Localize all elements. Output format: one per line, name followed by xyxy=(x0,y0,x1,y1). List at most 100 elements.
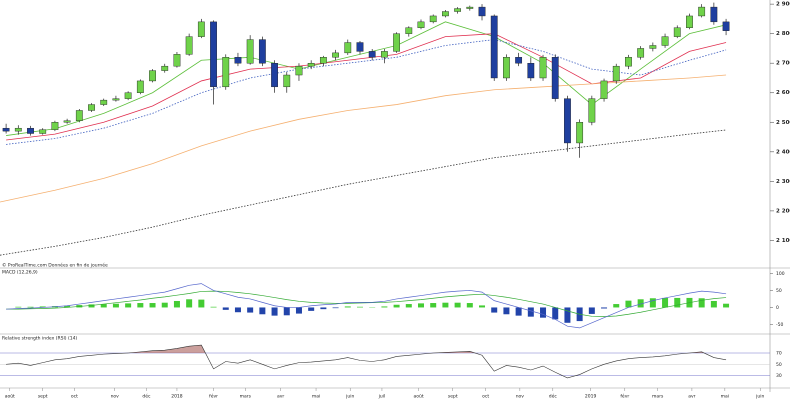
candle-body xyxy=(63,120,71,123)
macd-bar xyxy=(149,303,156,308)
macd-bar xyxy=(601,307,608,309)
macd-bar xyxy=(332,307,339,309)
candle-body xyxy=(27,127,34,134)
x-tick-label: oct xyxy=(482,394,489,400)
candle-body xyxy=(271,63,278,88)
x-tick-label: mai xyxy=(312,394,320,400)
candle-body xyxy=(100,99,108,105)
candle-body xyxy=(356,42,364,52)
macd-bar xyxy=(222,307,229,310)
x-tick-label: mai xyxy=(721,394,729,400)
candle-body xyxy=(380,51,388,58)
macd-bar xyxy=(198,299,205,308)
candle-body xyxy=(503,57,510,79)
macd-title: MACD (12,26,9) xyxy=(2,270,38,276)
macd-bar xyxy=(454,302,461,308)
macd-bar xyxy=(27,306,34,308)
candle-body xyxy=(417,21,425,28)
x-tick-label: déc xyxy=(142,393,151,400)
macd-bar xyxy=(588,307,595,314)
macd-bar xyxy=(15,306,22,308)
y-tick-label: 2 300 xyxy=(776,179,790,185)
x-tick-label: juil xyxy=(378,394,386,400)
macd-bar xyxy=(649,298,656,308)
macd-bar xyxy=(234,307,241,313)
x-tick-label: avr xyxy=(277,394,284,400)
candle-body xyxy=(698,6,706,17)
macd-bar xyxy=(88,304,95,308)
macd-bar xyxy=(112,303,119,308)
macd-bar xyxy=(210,306,217,308)
macd-bar xyxy=(417,303,424,308)
macd-tick-label: -50 xyxy=(776,322,783,328)
y-tick-label: 2 500 xyxy=(776,120,790,126)
candle-body xyxy=(344,42,352,54)
candle-body xyxy=(173,54,181,67)
candle-body xyxy=(210,21,217,88)
x-tick-label: juin xyxy=(345,394,354,400)
macd-bar xyxy=(637,299,644,308)
candle-body xyxy=(564,98,571,144)
macd-bar xyxy=(64,305,71,308)
candle-body xyxy=(673,27,681,37)
y-tick-label: 2 700 xyxy=(776,61,790,67)
candle-body xyxy=(515,57,523,64)
x-tick-label: mars xyxy=(240,394,252,400)
macd-bar xyxy=(698,298,705,308)
x-tick-label: déc xyxy=(549,393,558,400)
candle-body xyxy=(539,57,547,79)
candle-body xyxy=(600,80,608,99)
macd-bar xyxy=(625,300,632,308)
candle-body xyxy=(222,57,230,88)
candle-body xyxy=(149,70,156,82)
x-tick-label: juin xyxy=(755,394,764,400)
candle-body xyxy=(88,104,95,111)
candle-body xyxy=(14,127,22,132)
candle-body xyxy=(405,27,413,34)
macd-bar xyxy=(295,307,302,314)
x-tick-label: févr xyxy=(209,393,218,400)
macd-bar xyxy=(723,303,730,308)
macd-tick-label: 100 xyxy=(776,271,785,277)
candle-body xyxy=(258,39,266,64)
candle-body xyxy=(124,92,132,99)
candle-body xyxy=(625,57,632,67)
candle-body xyxy=(637,48,645,58)
candle-body xyxy=(246,39,254,64)
candle-body xyxy=(393,33,400,52)
x-tick-label: oct xyxy=(71,394,78,400)
macd-bar xyxy=(186,299,193,308)
macd-bar xyxy=(662,297,669,308)
macd-tick-label: 0 xyxy=(776,305,779,311)
candle-body xyxy=(185,36,193,55)
rsi-line xyxy=(6,344,727,379)
x-tick-label: sept xyxy=(448,394,458,400)
candle-body xyxy=(234,57,242,64)
macd-tick-label: 50 xyxy=(776,288,782,294)
candle-body xyxy=(588,98,596,123)
watermark: © ProRealTime.com Données en fin de jour… xyxy=(2,262,108,269)
candle-body xyxy=(161,65,169,71)
macd-bar xyxy=(491,307,498,313)
macd-bar xyxy=(259,307,266,315)
candle-body xyxy=(283,74,291,88)
macd-bar xyxy=(442,302,449,308)
candle-body xyxy=(319,57,327,64)
x-tick-label: mars xyxy=(652,394,664,400)
macd-bar xyxy=(320,307,327,310)
candle-body xyxy=(307,63,315,67)
x-tick-label: févr xyxy=(620,393,629,400)
rsi-tick-label: 30 xyxy=(776,373,782,379)
macd-line xyxy=(6,283,727,329)
macd-bar xyxy=(710,300,717,308)
candle-body xyxy=(368,51,376,58)
candle-body xyxy=(197,21,205,37)
candle-body xyxy=(332,52,339,58)
macd-bar xyxy=(344,306,351,308)
y-tick-label: 2 800 xyxy=(776,31,790,37)
candle-body xyxy=(75,110,83,121)
macd-bar xyxy=(527,307,534,317)
rsi-title: Relative strength index (RSI) (14) xyxy=(2,336,77,342)
y-tick-label: 2 100 xyxy=(776,238,790,244)
